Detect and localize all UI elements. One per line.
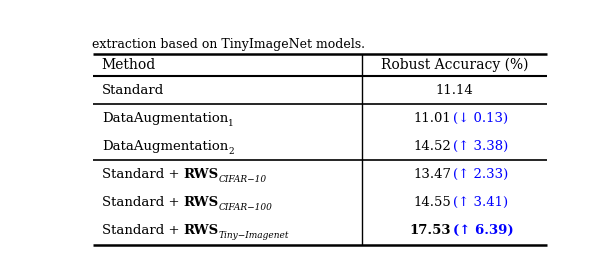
Text: CIFAR−10: CIFAR−10 bbox=[219, 175, 267, 184]
Text: extraction based on TinyImageNet models.: extraction based on TinyImageNet models. bbox=[92, 38, 365, 51]
Text: 2: 2 bbox=[228, 147, 233, 156]
Text: Standard +: Standard + bbox=[102, 168, 184, 181]
Text: (↑ 3.38): (↑ 3.38) bbox=[453, 140, 508, 153]
Text: DataAugmentation: DataAugmentation bbox=[102, 140, 228, 153]
Text: 11.14: 11.14 bbox=[436, 83, 473, 97]
Text: RWS: RWS bbox=[184, 224, 219, 237]
Text: Tiny−Imagenet: Tiny−Imagenet bbox=[219, 231, 289, 240]
Text: Standard: Standard bbox=[102, 83, 164, 97]
Text: CIFAR−100: CIFAR−100 bbox=[219, 203, 272, 212]
Text: (↑ 3.41): (↑ 3.41) bbox=[453, 196, 508, 209]
Text: 11.01: 11.01 bbox=[413, 112, 452, 125]
Text: Standard +: Standard + bbox=[102, 224, 184, 237]
Text: 13.47: 13.47 bbox=[413, 168, 452, 181]
Text: Standard +: Standard + bbox=[102, 196, 184, 209]
Text: RWS: RWS bbox=[184, 196, 219, 209]
Text: (↑ 2.33): (↑ 2.33) bbox=[453, 168, 508, 181]
Text: Method: Method bbox=[102, 58, 156, 72]
Text: (↓ 0.13): (↓ 0.13) bbox=[453, 112, 508, 125]
Text: Robust Accuracy (%): Robust Accuracy (%) bbox=[381, 58, 528, 72]
Text: 14.55: 14.55 bbox=[413, 196, 452, 209]
Text: (↑ 6.39): (↑ 6.39) bbox=[453, 224, 514, 237]
Text: 14.52: 14.52 bbox=[413, 140, 452, 153]
Text: DataAugmentation: DataAugmentation bbox=[102, 112, 228, 125]
Text: 1: 1 bbox=[228, 119, 234, 128]
Text: 17.53: 17.53 bbox=[410, 224, 452, 237]
Text: RWS: RWS bbox=[184, 168, 219, 181]
